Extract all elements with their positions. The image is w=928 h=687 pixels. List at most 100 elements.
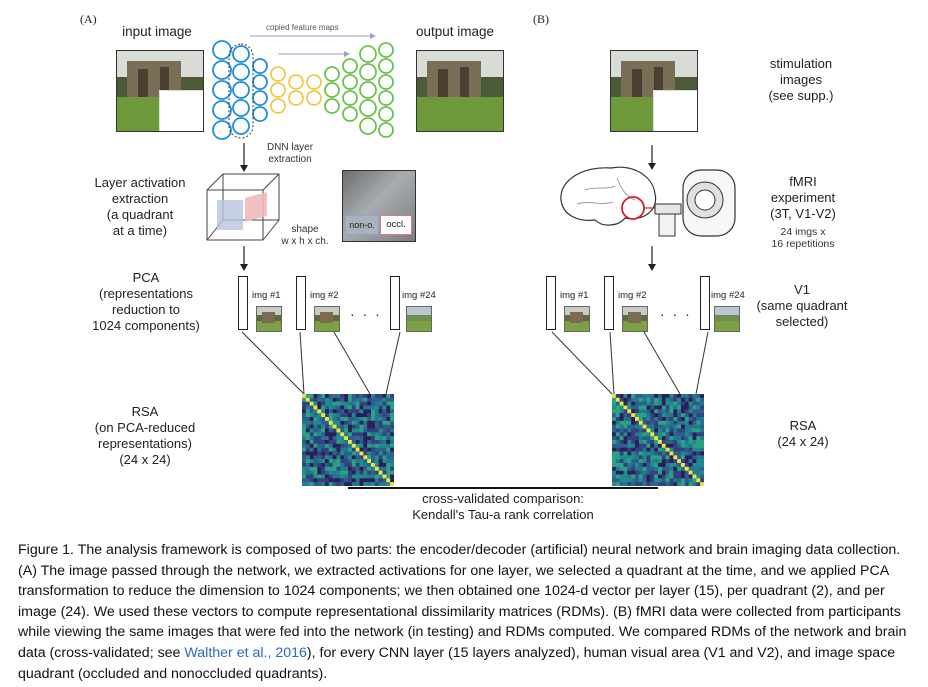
rdm-cell: [684, 455, 689, 460]
rdm-cell: [631, 413, 636, 418]
rdm-cell: [309, 432, 314, 437]
rdm-cell: [332, 394, 337, 399]
rdm-cell: [309, 470, 314, 475]
rdm-cell: [344, 424, 349, 429]
rdm-cell: [658, 397, 663, 402]
rdm-cell: [336, 417, 341, 422]
rdm-cell: [631, 428, 636, 433]
rdm-network-heatmap: [302, 394, 394, 486]
rdm-cell: [317, 470, 322, 475]
rdm-cell: [615, 482, 620, 486]
rdm-cell: [351, 432, 356, 437]
rdm-cell: [619, 409, 624, 414]
rdm-cell: [348, 440, 353, 445]
rdm-cell: [677, 413, 682, 418]
rdm-cell: [340, 440, 345, 445]
rdm-cell: [638, 474, 643, 479]
rdm-cell: [612, 482, 617, 486]
rdm-cell: [631, 397, 636, 402]
rdm-cell: [378, 470, 383, 475]
rdm-cell: [363, 420, 368, 425]
rdm-cell: [612, 470, 617, 475]
rdm-cell: [661, 459, 666, 464]
rdm-cell: [669, 482, 674, 486]
scanner-bed-icon: [654, 203, 682, 215]
rdm-cell: [325, 394, 330, 399]
rdm-cell: [363, 466, 368, 471]
rdm-cell: [371, 451, 376, 456]
rdm-cell: [684, 397, 689, 402]
rdm-cell: [615, 394, 620, 399]
rdm-cell: [374, 413, 379, 418]
rdm-cell: [378, 459, 383, 464]
rdm-cell: [631, 409, 636, 414]
rdm-cell: [654, 478, 659, 483]
rdm-cell: [305, 417, 310, 422]
rdm-cell: [332, 397, 337, 402]
rdm-cell: [650, 397, 655, 402]
rdm-cell: [669, 470, 674, 475]
rdm-cell: [623, 440, 628, 445]
rdm-cell: [638, 463, 643, 468]
rdm-cell: [302, 440, 307, 445]
rdm-cell: [348, 397, 353, 402]
rdm-cell: [348, 424, 353, 429]
rdm-cell: [348, 443, 353, 448]
network-node: [359, 117, 377, 135]
rdm-cell: [677, 470, 682, 475]
rdm-cell: [635, 466, 640, 471]
rdm-cell: [665, 451, 670, 456]
rdm-cell: [627, 459, 632, 464]
rdm-cell: [677, 463, 682, 468]
rdm-cell: [688, 397, 693, 402]
rdm-cell: [688, 409, 693, 414]
rdm-cell: [355, 459, 360, 464]
rdm-cell: [669, 432, 674, 437]
rdm-cell: [348, 447, 353, 452]
rdm-cell: [359, 413, 364, 418]
rdm-cell: [677, 394, 682, 399]
rdm-cell: [684, 459, 689, 464]
rdm-cell: [627, 428, 632, 433]
rdm-cell: [665, 482, 670, 486]
rdm-cell: [332, 470, 337, 475]
rdm-cell: [673, 409, 678, 414]
rdm-cell: [669, 474, 674, 479]
rdm-cell: [374, 447, 379, 452]
rdm-cell: [612, 440, 617, 445]
rdm-cell: [661, 482, 666, 486]
rdm-cell: [631, 447, 636, 452]
citation-link[interactable]: Walther et al., 2016: [184, 644, 307, 661]
rdm-cell: [684, 443, 689, 448]
rdm-cell: [317, 397, 322, 402]
rdm-cell: [661, 466, 666, 471]
rdm-cell: [313, 474, 318, 479]
rdm-cell: [344, 459, 349, 464]
rdm-cell: [650, 432, 655, 437]
dnn-layer-extraction-label: DNN layer extraction: [266, 142, 314, 165]
rdm-cell: [638, 417, 643, 422]
rdm-cell: [692, 420, 697, 425]
rdm-cell: [642, 451, 647, 456]
rdm-cell: [325, 447, 330, 452]
rdm-cell: [677, 443, 682, 448]
rdm-cell: [328, 424, 333, 429]
rdm-cell: [386, 417, 391, 422]
rdm-cell: [386, 447, 391, 452]
rdm-cell: [359, 405, 364, 410]
rdm-cell: [661, 443, 666, 448]
b-img-thumb-24: [714, 306, 740, 332]
rdm-cell: [623, 455, 628, 460]
rdm-cell: [612, 428, 617, 433]
rdm-cell: [619, 443, 624, 448]
rdm-cell: [627, 405, 632, 410]
rdm-cell: [696, 463, 701, 468]
rdm-cell: [359, 463, 364, 468]
rdm-cell: [615, 413, 620, 418]
rdm-cell: [635, 482, 640, 486]
rdm-cell: [681, 417, 686, 422]
rdm-cell: [615, 474, 620, 479]
rdm-cell: [367, 413, 372, 418]
rdm-cell: [650, 455, 655, 460]
rdm-cell: [654, 409, 659, 414]
